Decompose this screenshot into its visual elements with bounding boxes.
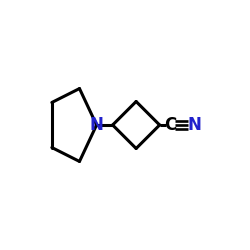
Text: N: N [187,116,201,134]
Text: C: C [164,116,177,134]
Text: N: N [90,116,104,134]
